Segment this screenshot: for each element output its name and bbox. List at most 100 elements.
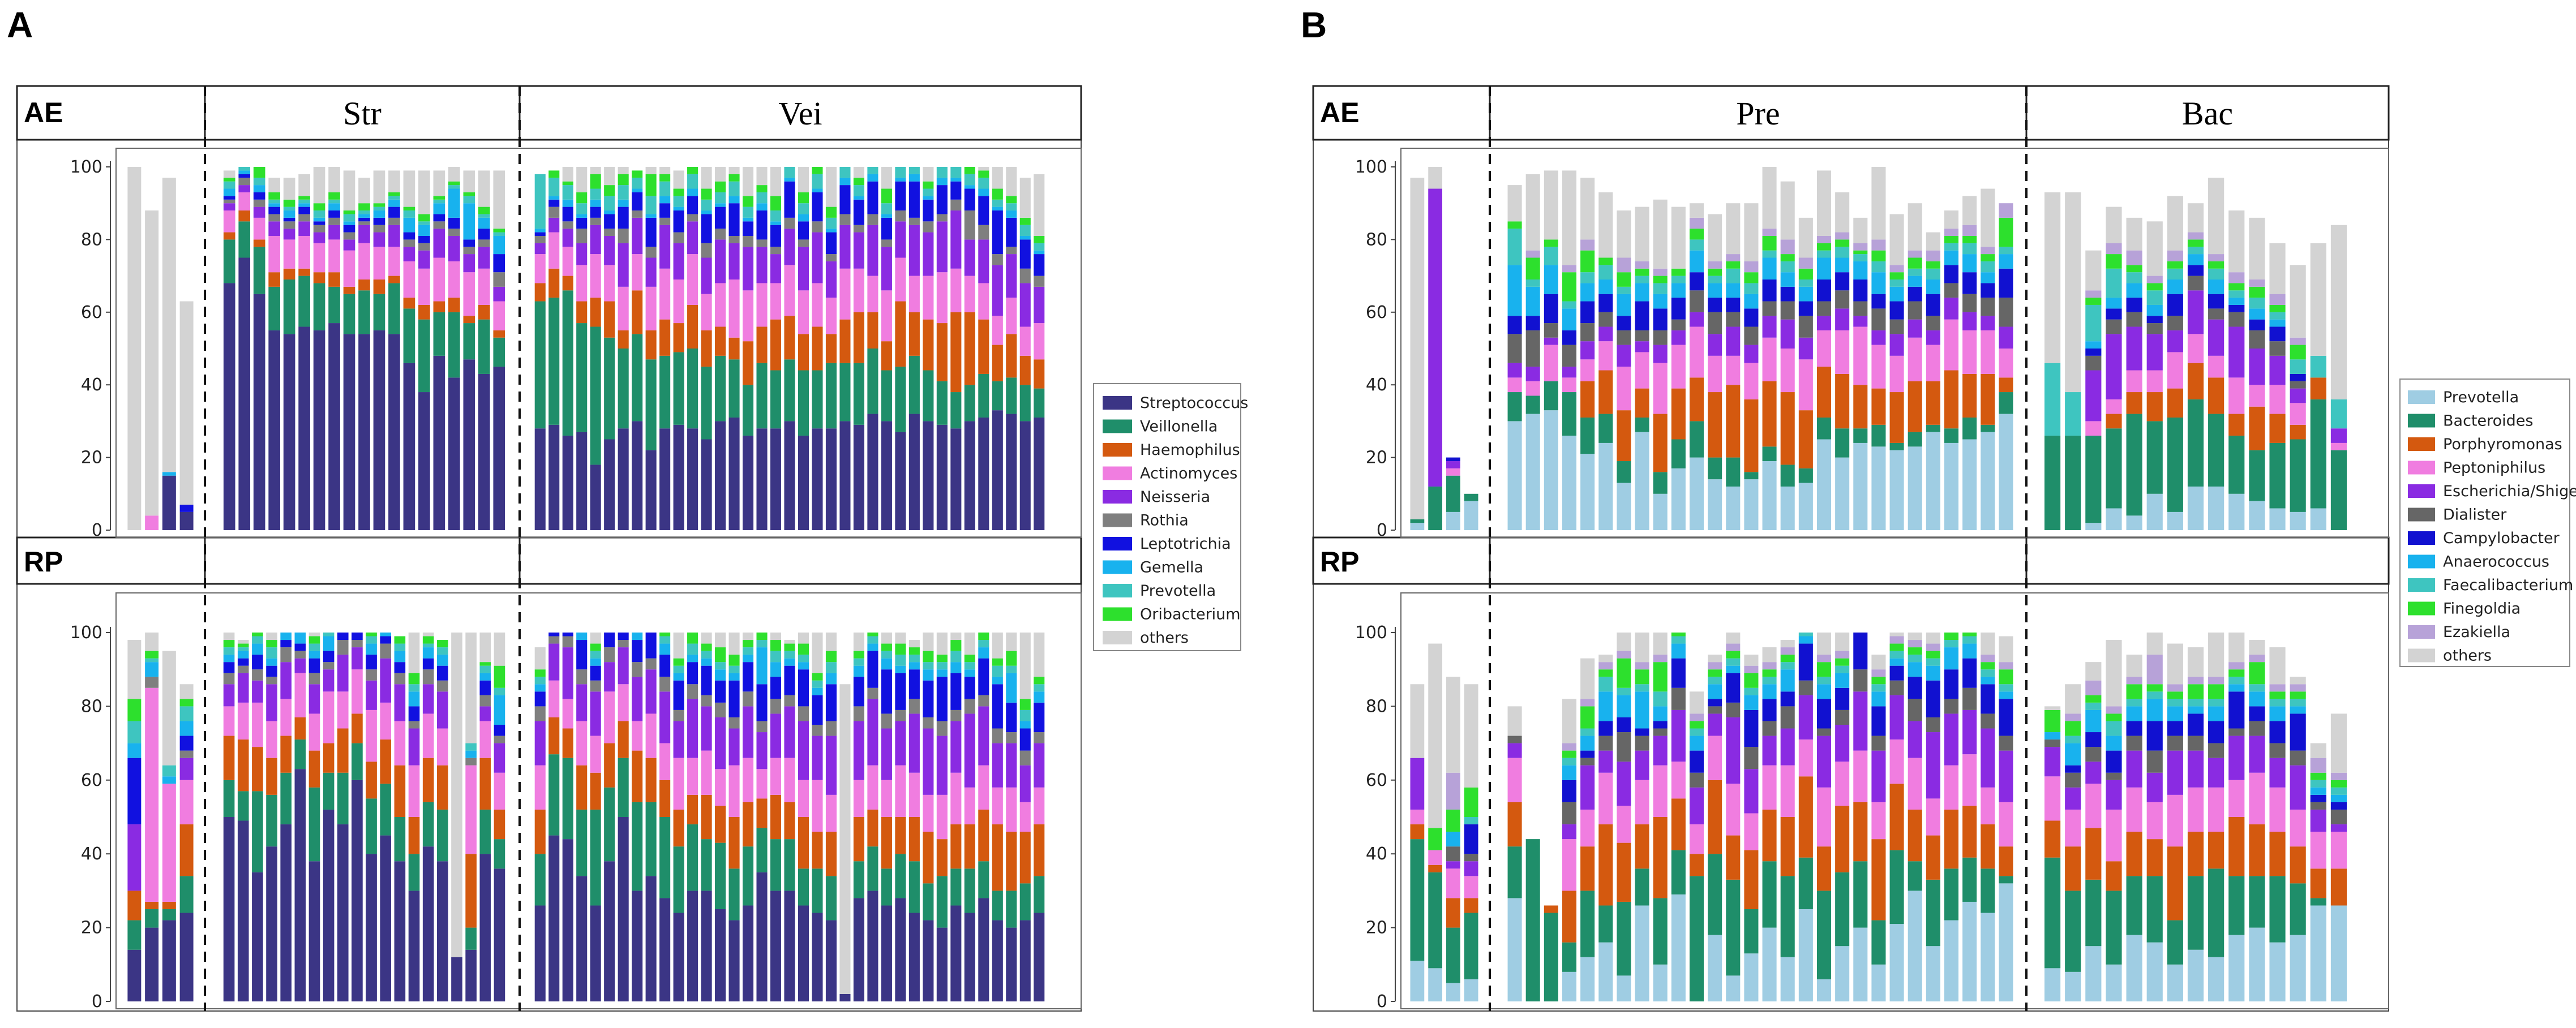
- bar-segment-leptotrichia: [388, 207, 400, 218]
- bar-segment-others: [2187, 203, 2204, 233]
- bar-segment-leptotrichia: [237, 658, 249, 666]
- bar-segment-gemella: [715, 203, 726, 207]
- bar-segment-actinomyces: [770, 758, 782, 795]
- bar-segment-streptococcus: [839, 421, 851, 530]
- bar-segment-oribacterium: [923, 651, 934, 663]
- bar-segment-others: [418, 170, 430, 214]
- bar-segment-neisseria: [1019, 283, 1031, 327]
- bar-segment-veillonella: [1006, 377, 1017, 414]
- bar-segment-bacteroides: [2085, 879, 2102, 947]
- bar-segment-veillonella: [604, 337, 615, 440]
- bar-segment-faecalibacterium: [2310, 780, 2326, 788]
- bar-segment-others: [715, 167, 726, 182]
- y-tick-label: 60: [81, 303, 102, 322]
- bar-segment-ezakiella: [1617, 257, 1631, 273]
- bar-segment-oribacterium: [358, 203, 370, 211]
- bar-segment-prevotella: [881, 651, 892, 659]
- legend-label: Finegoldia: [2443, 600, 2521, 618]
- bar-segment-campylobacter: [1635, 301, 1649, 330]
- bar-segment-porphyromonas: [2146, 392, 2163, 421]
- bar-segment-others: [673, 633, 684, 659]
- bar-segment-campylobacter: [1671, 658, 1686, 688]
- bar-segment-escherichia-shigella: [1962, 709, 1977, 755]
- bar-segment-ezakiella: [1999, 662, 2013, 670]
- bar-segment-veillonella: [388, 283, 400, 334]
- bar-segment-rothia: [881, 713, 892, 729]
- bar-segment-others: [839, 684, 851, 994]
- bar-segment-neisseria: [408, 728, 420, 765]
- bar-segment-rothia: [237, 665, 249, 673]
- panel-a-header-ae: [16, 85, 1082, 141]
- bar-segment-porphyromonas: [1908, 809, 1922, 862]
- bar-segment-anaerococcus: [2187, 254, 2204, 265]
- bar-segment-peptoniphilus: [1835, 330, 1850, 374]
- bar-segment-ezakiella: [2187, 677, 2204, 685]
- bar-segment-streptococcus: [590, 905, 601, 1001]
- bar-segment-veillonella: [825, 363, 837, 429]
- bar-segment-rothia: [562, 221, 573, 229]
- bar-segment-rothia: [728, 235, 740, 243]
- panel-letter-b: B: [1301, 5, 1327, 45]
- bar-segment-gemella: [715, 669, 726, 681]
- bar-segment-actinomyces: [701, 750, 712, 795]
- y-tick-label: 0: [1377, 992, 1387, 1012]
- bar-segment-faecalibacterium: [1999, 247, 2013, 255]
- bar-segment-streptococcus: [223, 283, 235, 530]
- bar-segment-peptoniphilus: [2167, 794, 2183, 847]
- bar-segment-neisseria: [127, 824, 142, 891]
- bar-segment-prevotella: [964, 174, 975, 186]
- bar-segment-faecalibacterium: [2290, 699, 2306, 707]
- bar-segment-neisseria: [784, 229, 795, 265]
- bar-segment-anaerococcus: [1798, 286, 1813, 302]
- panel-a-row-label-ae: AE: [24, 97, 63, 128]
- bar-segment-others: [936, 633, 948, 655]
- bar-segment-oribacterium: [978, 170, 989, 178]
- bar-segment-rothia: [715, 702, 726, 717]
- bar-segment-escherichia-shigella: [2249, 735, 2265, 773]
- bar-segment-neisseria: [576, 243, 588, 265]
- bar-segment-faecalibacterium: [1798, 633, 1813, 636]
- bar-segment-bacteroides: [1853, 861, 1868, 928]
- bar-segment-neisseria: [238, 185, 251, 192]
- bar-segment-faecalibacterium: [1908, 655, 1922, 663]
- bar-segment-leptotrichia: [562, 207, 573, 222]
- bar-segment-neisseria: [853, 721, 864, 780]
- bar-segment-haemophilus: [308, 750, 320, 788]
- bar-segment-others: [162, 178, 176, 472]
- bar-segment-peptoniphilus: [1780, 765, 1795, 817]
- bar-segment-leptotrichia: [366, 655, 377, 670]
- bar-segment-neisseria: [298, 221, 310, 236]
- bar-segment-oribacterium: [853, 651, 864, 659]
- bar-segment-ezakiella: [1525, 250, 1540, 258]
- bar-segment-peptoniphilus: [2330, 442, 2347, 450]
- bar-segment-campylobacter: [2228, 691, 2245, 729]
- bar-segment-bacteroides: [2290, 439, 2306, 512]
- bar-segment-veillonella: [964, 385, 975, 421]
- bar-segment-veillonella: [673, 352, 684, 425]
- bar-segment-actinomyces: [908, 772, 920, 817]
- bar-segment-bacteroides: [2228, 876, 2245, 935]
- bar-segment-haemophilus: [881, 817, 892, 869]
- bar-segment-peptoniphilus: [2044, 776, 2061, 821]
- bar-segment-escherichia-shigella: [2065, 787, 2081, 810]
- bar-segment-streptococcus: [867, 414, 878, 530]
- bar-segment-gemella: [448, 188, 460, 218]
- bar-segment-porphyromonas: [1580, 381, 1595, 418]
- bar-segment-haemophilus: [770, 794, 782, 840]
- bar-segment-ezakiella: [1816, 655, 1832, 663]
- bar-segment-leptotrichia: [978, 658, 989, 695]
- bar-segment-streptococcus: [562, 436, 573, 530]
- bar-segment-veillonella: [895, 367, 906, 432]
- bar-segment-haemophilus: [448, 298, 460, 312]
- bar-segment-others: [881, 167, 892, 189]
- bar-segment-oribacterium: [618, 174, 629, 186]
- bar-segment-haemophilus: [283, 268, 295, 280]
- bar-segment-others: [923, 633, 934, 651]
- bar-segment-peptoniphilus: [1580, 359, 1595, 381]
- bar-segment-porphyromonas: [2208, 832, 2224, 869]
- bar-segment-veillonella: [534, 854, 546, 906]
- bar-segment-actinomyces: [895, 765, 906, 817]
- bar-segment-prevotella: [433, 199, 445, 204]
- bar-segment-gemella: [632, 188, 643, 192]
